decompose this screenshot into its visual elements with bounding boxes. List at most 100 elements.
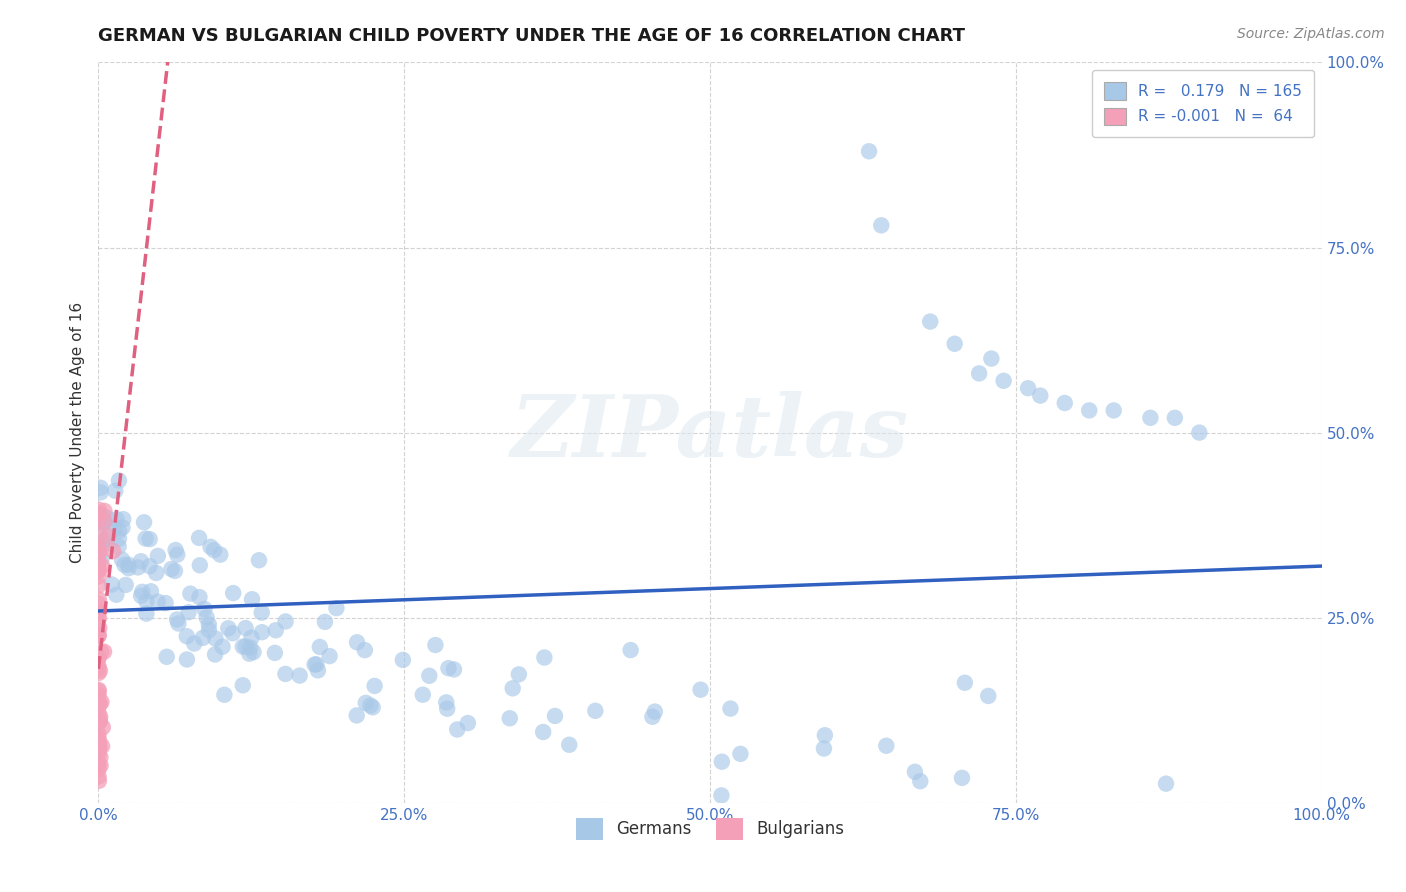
Point — [129, 589, 152, 603]
Point — [97, 529, 120, 543]
Point — [222, 586, 245, 600]
Point — [204, 632, 226, 646]
Point — [108, 524, 131, 538]
Point — [166, 548, 188, 562]
Point — [87, 597, 110, 611]
Point — [1154, 777, 1177, 791]
Point — [87, 502, 110, 516]
Point — [89, 562, 111, 576]
Legend: Germans, Bulgarians: Germans, Bulgarians — [569, 812, 851, 847]
Point — [87, 773, 110, 788]
Point — [90, 758, 112, 772]
Point — [363, 679, 385, 693]
Point — [1164, 410, 1187, 425]
Point — [443, 663, 465, 677]
Point — [93, 515, 115, 529]
Point — [274, 667, 297, 681]
Point — [89, 621, 111, 635]
Point — [89, 710, 111, 724]
Point — [155, 596, 177, 610]
Point — [101, 544, 124, 558]
Point — [139, 584, 162, 599]
Point — [288, 668, 311, 682]
Point — [1139, 410, 1161, 425]
Point — [558, 738, 581, 752]
Point — [193, 602, 215, 616]
Point — [87, 688, 110, 702]
Point — [904, 764, 927, 779]
Point — [183, 636, 205, 650]
Point — [94, 516, 117, 531]
Point — [132, 515, 155, 529]
Point — [214, 688, 236, 702]
Point — [165, 543, 187, 558]
Point — [644, 705, 666, 719]
Point — [87, 696, 110, 710]
Point — [105, 512, 128, 526]
Point — [89, 697, 111, 711]
Point — [111, 520, 134, 534]
Point — [135, 594, 157, 608]
Point — [87, 578, 110, 592]
Point — [90, 551, 112, 566]
Point — [188, 558, 211, 573]
Point — [104, 483, 127, 498]
Point — [235, 621, 257, 635]
Point — [87, 605, 110, 619]
Point — [232, 640, 254, 654]
Point — [93, 504, 115, 518]
Point — [813, 741, 835, 756]
Point — [87, 611, 110, 625]
Point — [87, 592, 110, 607]
Point — [87, 740, 110, 755]
Point — [87, 762, 110, 776]
Point — [209, 548, 232, 562]
Point — [499, 711, 522, 725]
Point — [314, 615, 336, 629]
Point — [446, 723, 468, 737]
Point — [87, 659, 110, 673]
Point — [87, 569, 110, 583]
Point — [943, 336, 966, 351]
Point — [353, 643, 375, 657]
Point — [308, 640, 330, 654]
Point — [114, 558, 136, 572]
Point — [87, 714, 110, 729]
Point — [105, 588, 128, 602]
Point — [1188, 425, 1211, 440]
Point — [953, 675, 976, 690]
Point — [250, 625, 273, 640]
Point — [531, 725, 554, 739]
Point — [240, 592, 263, 607]
Point — [247, 553, 270, 567]
Point — [87, 684, 110, 698]
Point — [87, 666, 110, 681]
Point — [87, 661, 110, 675]
Point — [392, 653, 415, 667]
Point — [544, 709, 567, 723]
Point — [950, 771, 973, 785]
Point — [583, 704, 606, 718]
Point — [129, 554, 152, 568]
Point — [94, 533, 117, 547]
Point — [107, 540, 129, 554]
Point — [325, 601, 347, 615]
Point — [87, 628, 110, 642]
Point — [250, 606, 273, 620]
Point — [620, 643, 643, 657]
Point — [264, 624, 287, 638]
Point — [425, 638, 447, 652]
Point — [263, 646, 285, 660]
Point — [138, 559, 160, 574]
Point — [710, 789, 733, 803]
Point — [91, 720, 114, 734]
Point — [176, 629, 198, 643]
Point — [87, 747, 110, 762]
Point — [200, 540, 222, 554]
Point — [89, 750, 111, 764]
Point — [87, 706, 110, 720]
Point — [232, 678, 254, 692]
Point — [177, 605, 200, 619]
Point — [89, 529, 111, 543]
Point — [240, 631, 263, 645]
